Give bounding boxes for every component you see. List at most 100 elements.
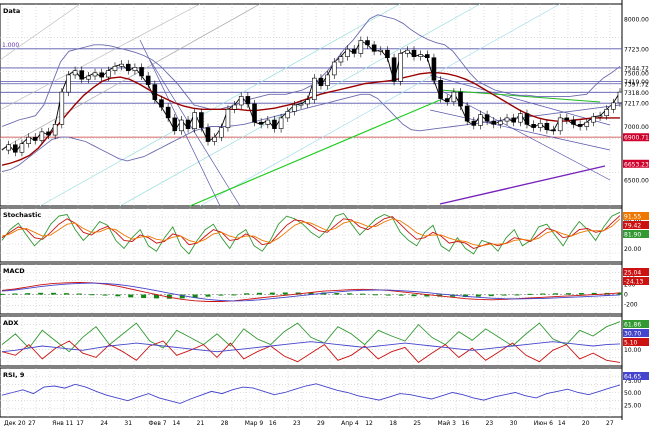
x-tick-label: Мар 9 <box>245 420 264 427</box>
current-value-badge <box>623 320 649 328</box>
candle-body <box>524 113 530 125</box>
candle-body <box>86 75 91 80</box>
candle-body <box>212 136 217 142</box>
candle-body <box>26 136 31 144</box>
macd-histogram-bar <box>218 294 224 296</box>
axis-tick-label: 7544.72 <box>624 66 649 73</box>
macd-histogram-bar <box>398 294 404 296</box>
current-value-label: 79.42 <box>624 223 641 230</box>
macd-histogram-bar <box>347 293 353 295</box>
macd-histogram-bar <box>463 294 468 297</box>
panel-title-rsi: RSI, 9 <box>3 371 25 379</box>
trend-line-green-2 <box>439 89 601 103</box>
candle-body <box>305 99 310 105</box>
candle-body <box>411 49 417 57</box>
current-value-badge <box>623 268 649 276</box>
candle-body <box>112 66 118 71</box>
candle-body <box>464 105 470 122</box>
candle-body <box>378 49 384 52</box>
candle-body <box>591 116 596 123</box>
macd-histogram-bar <box>51 292 56 295</box>
trend-line-green <box>189 99 441 207</box>
candle-body <box>438 79 443 99</box>
candle-body <box>557 117 563 132</box>
candle-body <box>478 114 483 126</box>
candle-body <box>577 124 583 127</box>
x-tick-label: 24 <box>100 420 108 427</box>
macd-histogram-bar <box>89 294 95 296</box>
series-macd-1 <box>1 282 621 302</box>
macd-histogram-bar <box>617 292 623 295</box>
macd-histogram-bar <box>501 294 507 296</box>
current-value-badge <box>623 212 649 220</box>
macd-histogram-bar <box>38 292 44 295</box>
candle-body <box>365 40 370 46</box>
candle-body <box>325 74 330 86</box>
macd-histogram-bar <box>540 293 546 295</box>
axis-tick-label: 0 <box>624 292 628 299</box>
x-tick-label: Апр 4 <box>341 420 359 427</box>
axis-tick-label: 8000.00 <box>624 17 649 24</box>
trend-fan-line <box>429 74 611 126</box>
candle-body <box>444 98 450 103</box>
candle-body <box>192 112 198 129</box>
candle-body <box>205 127 211 142</box>
candle-body <box>451 91 457 103</box>
macd-histogram-bar <box>553 293 559 295</box>
x-tick-label: 25 <box>413 420 421 427</box>
axis-tick-label: 75.00 <box>624 378 641 385</box>
x-tick-label: 20 <box>582 420 590 427</box>
candle-body <box>225 108 231 128</box>
current-value-label: 5.10 <box>624 340 638 347</box>
series-adx-1 <box>1 340 621 363</box>
candle-body <box>106 70 111 78</box>
x-tick-label: 27 <box>28 420 36 427</box>
panel-title-macd: MACD <box>3 267 25 275</box>
axis-tick-label: 50.00 <box>624 390 641 397</box>
macd-histogram-bar <box>128 294 134 298</box>
candle-body <box>172 117 178 132</box>
candle-body <box>338 56 344 63</box>
axis-highlight <box>623 133 649 142</box>
macd-histogram-bar <box>192 294 198 298</box>
series-price-2 <box>1 93 621 173</box>
axis-tick-label: 7723.00 <box>624 46 649 53</box>
x-tick-label: Июн 6 <box>534 420 553 427</box>
macd-histogram-bar <box>488 294 494 297</box>
candle-body <box>331 61 337 76</box>
x-tick-label: 23 <box>486 420 494 427</box>
axis-tick-label: 6900.71 <box>624 135 649 142</box>
macd-histogram-bar <box>424 294 430 297</box>
axis-tick-label: 7419.00 <box>624 79 649 86</box>
candle-body <box>418 54 423 57</box>
candle-body <box>611 102 616 110</box>
axis-tick-label: 7217.00 <box>624 101 649 108</box>
fib-level-label: 1.000 <box>2 42 19 49</box>
trend-fan-line <box>0 3 201 111</box>
candle-body <box>72 70 78 76</box>
candle-body <box>431 57 437 81</box>
macd-histogram-bar <box>578 293 584 295</box>
candle-body <box>32 136 38 141</box>
candle-body <box>179 119 184 132</box>
candle-body <box>398 53 404 82</box>
candle-body <box>132 67 138 71</box>
trend-fan-line <box>439 89 611 181</box>
current-value-badge <box>623 338 649 346</box>
axis-tick-label: 7397.72 <box>624 81 649 88</box>
macd-histogram-bar <box>141 294 147 299</box>
axis-tick-label: -200 <box>624 302 638 309</box>
candle-body <box>185 119 191 129</box>
macd-histogram-bar <box>205 294 211 297</box>
macd-histogram-bar <box>76 293 82 295</box>
x-tick-label: Дек 20 <box>4 420 26 427</box>
trend-fan-line <box>0 3 261 151</box>
current-value-label: 91.55 <box>624 214 641 221</box>
macd-histogram-bar <box>244 293 250 295</box>
macd-histogram-bar <box>450 294 456 297</box>
current-value-label: 81.90 <box>624 232 641 239</box>
macd-histogram-bar <box>411 294 417 297</box>
candle-body <box>551 129 556 132</box>
candle-body <box>424 54 430 59</box>
